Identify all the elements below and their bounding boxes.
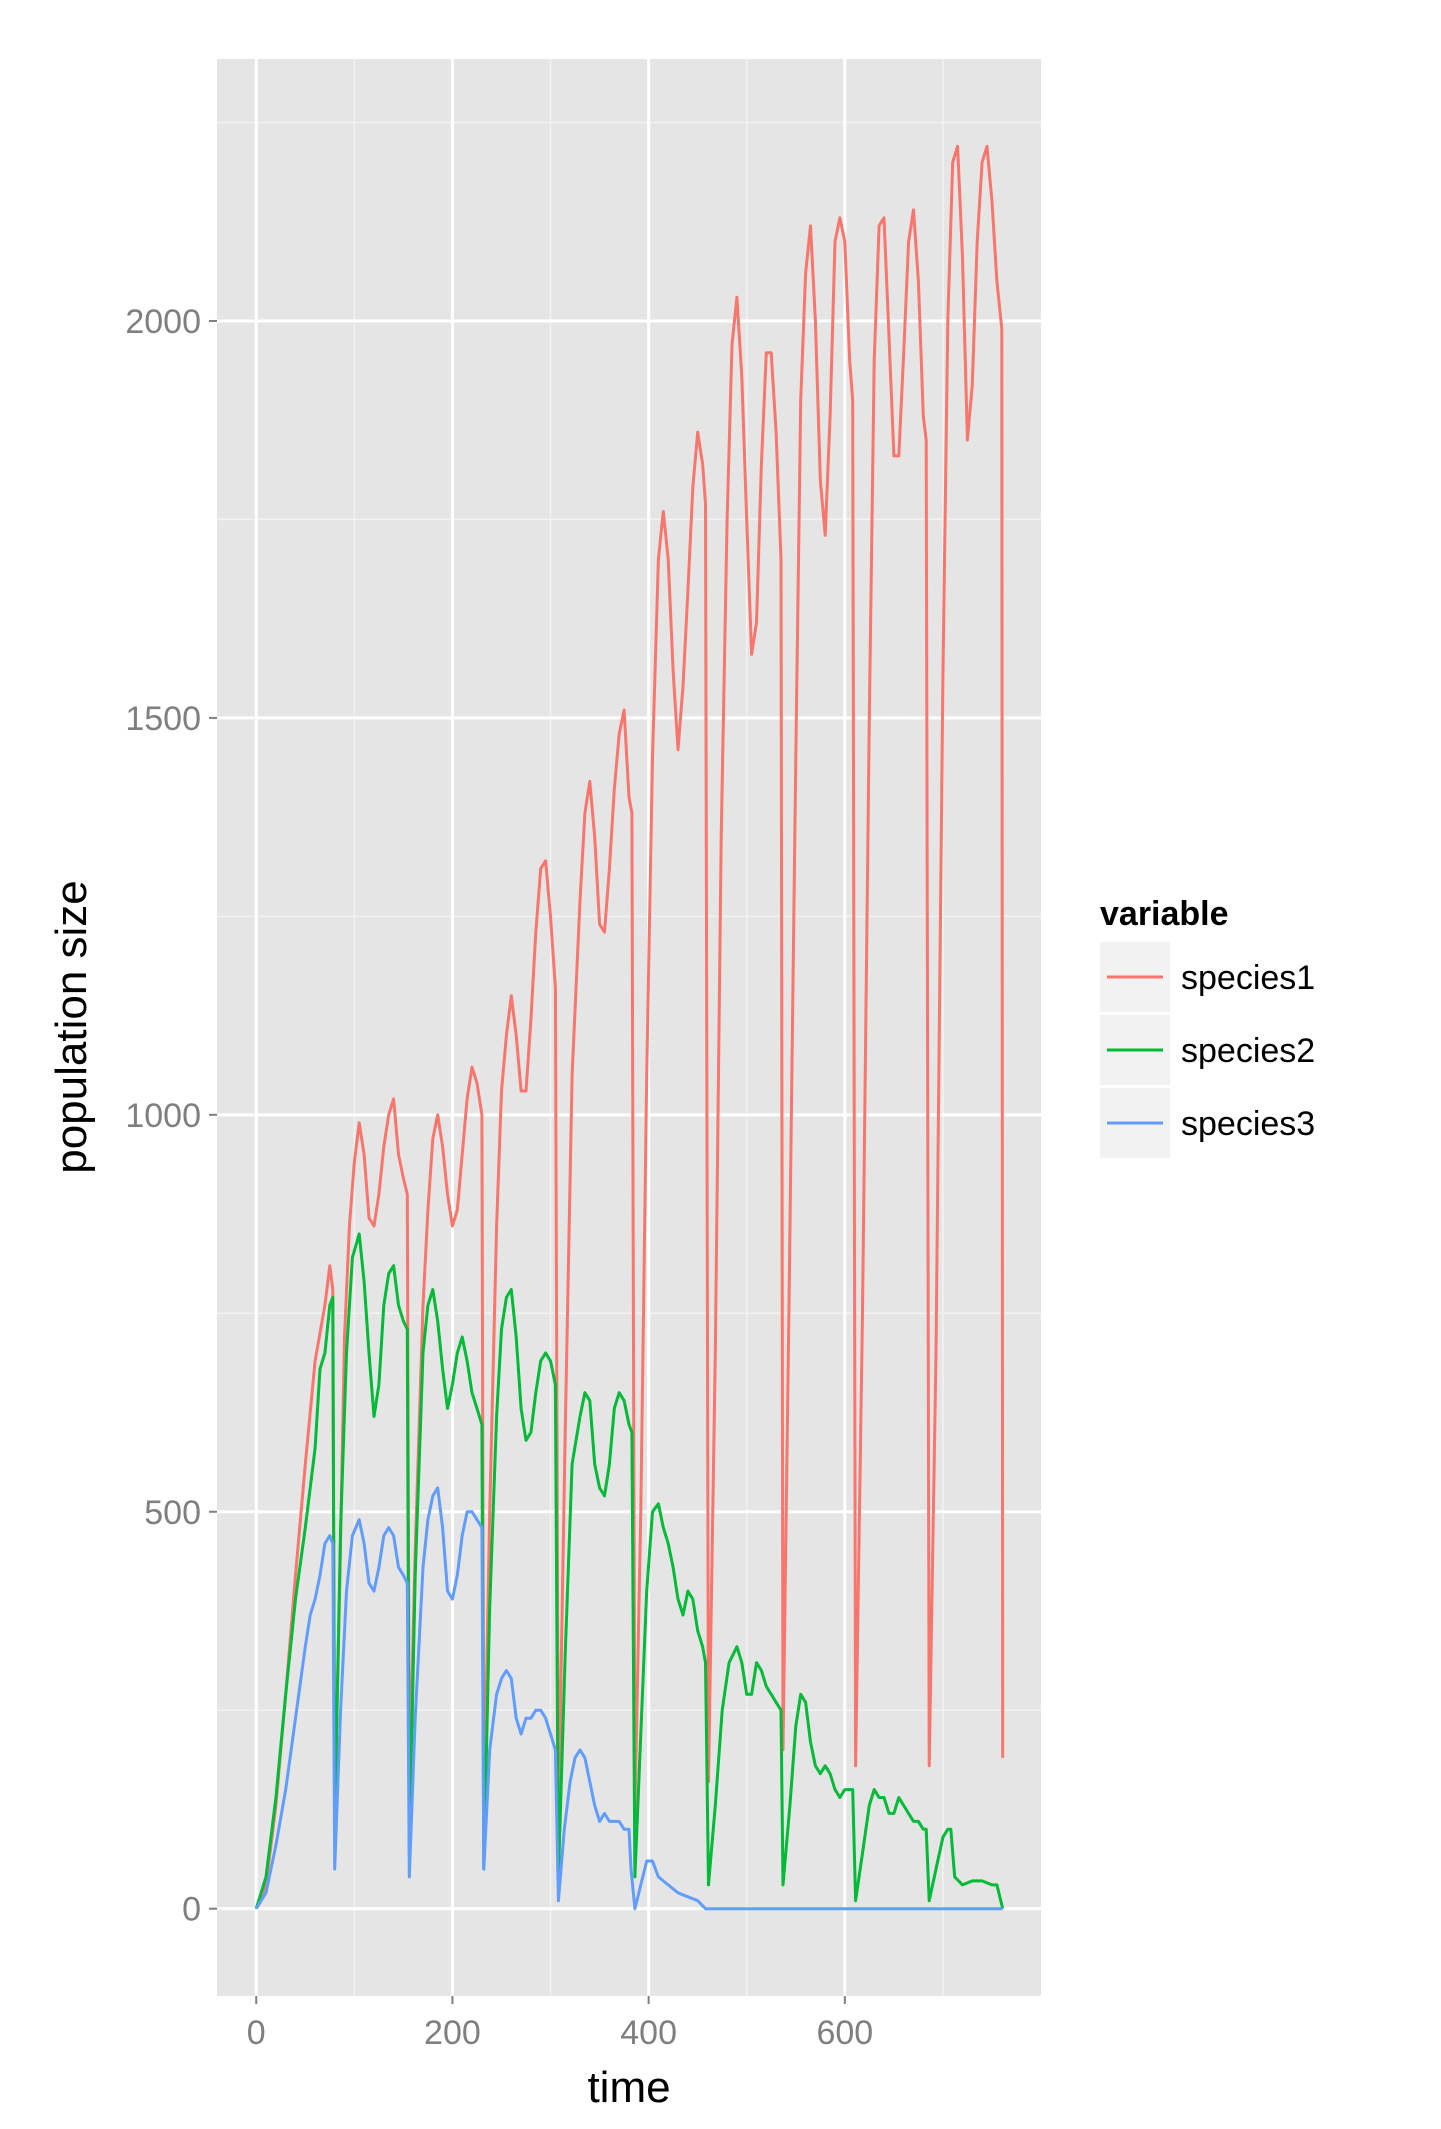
y-axis-title: population size	[47, 880, 96, 1174]
series-lines	[254, 144, 1005, 1911]
y-tick-label: 0	[182, 1891, 201, 1929]
x-tick-label: 600	[816, 2014, 873, 2052]
y-tick-label: 1000	[125, 1097, 201, 1135]
legend-title: variable	[1100, 895, 1229, 933]
x-axis: 0 200 400 600	[247, 1996, 873, 2052]
legend: variable species1 species2 species3	[1100, 895, 1315, 1158]
legend-label: species2	[1181, 1032, 1315, 1070]
major-gridlines	[217, 59, 1041, 1996]
x-tick-label: 200	[424, 2014, 481, 2052]
series-line-species2	[254, 1232, 1005, 1910]
minor-gridlines	[217, 59, 1041, 1996]
x-axis-title: time	[587, 2063, 670, 2112]
x-tick-label: 400	[620, 2014, 677, 2052]
y-tick-label: 500	[144, 1494, 201, 1532]
legend-items: species1 species2 species3	[1100, 942, 1315, 1158]
legend-label: species1	[1181, 959, 1315, 997]
y-axis: 0 500 1000 1500 2000	[125, 303, 217, 1929]
y-tick-label: 1500	[125, 700, 201, 738]
series-line-species3	[254, 1486, 1003, 1911]
series-line-species1	[254, 144, 1005, 1910]
y-tick-label: 2000	[125, 303, 201, 341]
legend-label: species3	[1181, 1105, 1315, 1143]
x-tick-label: 0	[247, 2014, 266, 2052]
